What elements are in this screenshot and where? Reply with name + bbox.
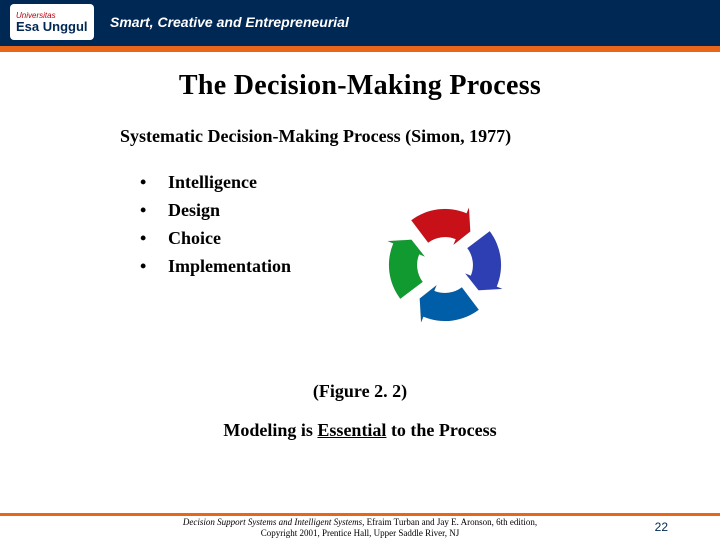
logo-maintext: Esa Unggul — [16, 20, 88, 33]
essential-line: Modeling is Essential to the Process — [0, 420, 720, 441]
header-underline — [0, 46, 720, 52]
tagline: Smart, Creative and Entrepreneurial — [110, 14, 349, 30]
essential-suffix: to the Process — [386, 420, 496, 440]
logo: Universitas Esa Unggul — [10, 4, 94, 40]
cycle-diagram — [380, 200, 510, 330]
subtitle: Systematic Decision-Making Process (Simo… — [120, 126, 720, 147]
footer-rest: Efraim Turban and Jay E. Aronson, 6th ed… — [364, 517, 537, 527]
page-number: 22 — [655, 520, 668, 534]
slide: Universitas Esa Unggul Smart, Creative a… — [0, 0, 720, 540]
footer-divider — [0, 513, 720, 516]
page-title: The Decision-Making Process — [0, 70, 720, 102]
footer-citation: Decision Support Systems and Intelligent… — [145, 517, 575, 538]
cycle-arrows-icon — [380, 200, 510, 330]
footer-line2: Copyright 2001, Prentice Hall, Upper Sad… — [261, 528, 460, 538]
essential-underlined: Essential — [317, 420, 386, 440]
figure-label: (Figure 2. 2) — [0, 381, 720, 402]
footer-italic: Decision Support Systems and Intelligent… — [183, 517, 364, 527]
list-item: Intelligence — [140, 169, 720, 197]
essential-prefix: Modeling is — [223, 420, 317, 440]
header-band: Universitas Esa Unggul Smart, Creative a… — [0, 0, 720, 46]
